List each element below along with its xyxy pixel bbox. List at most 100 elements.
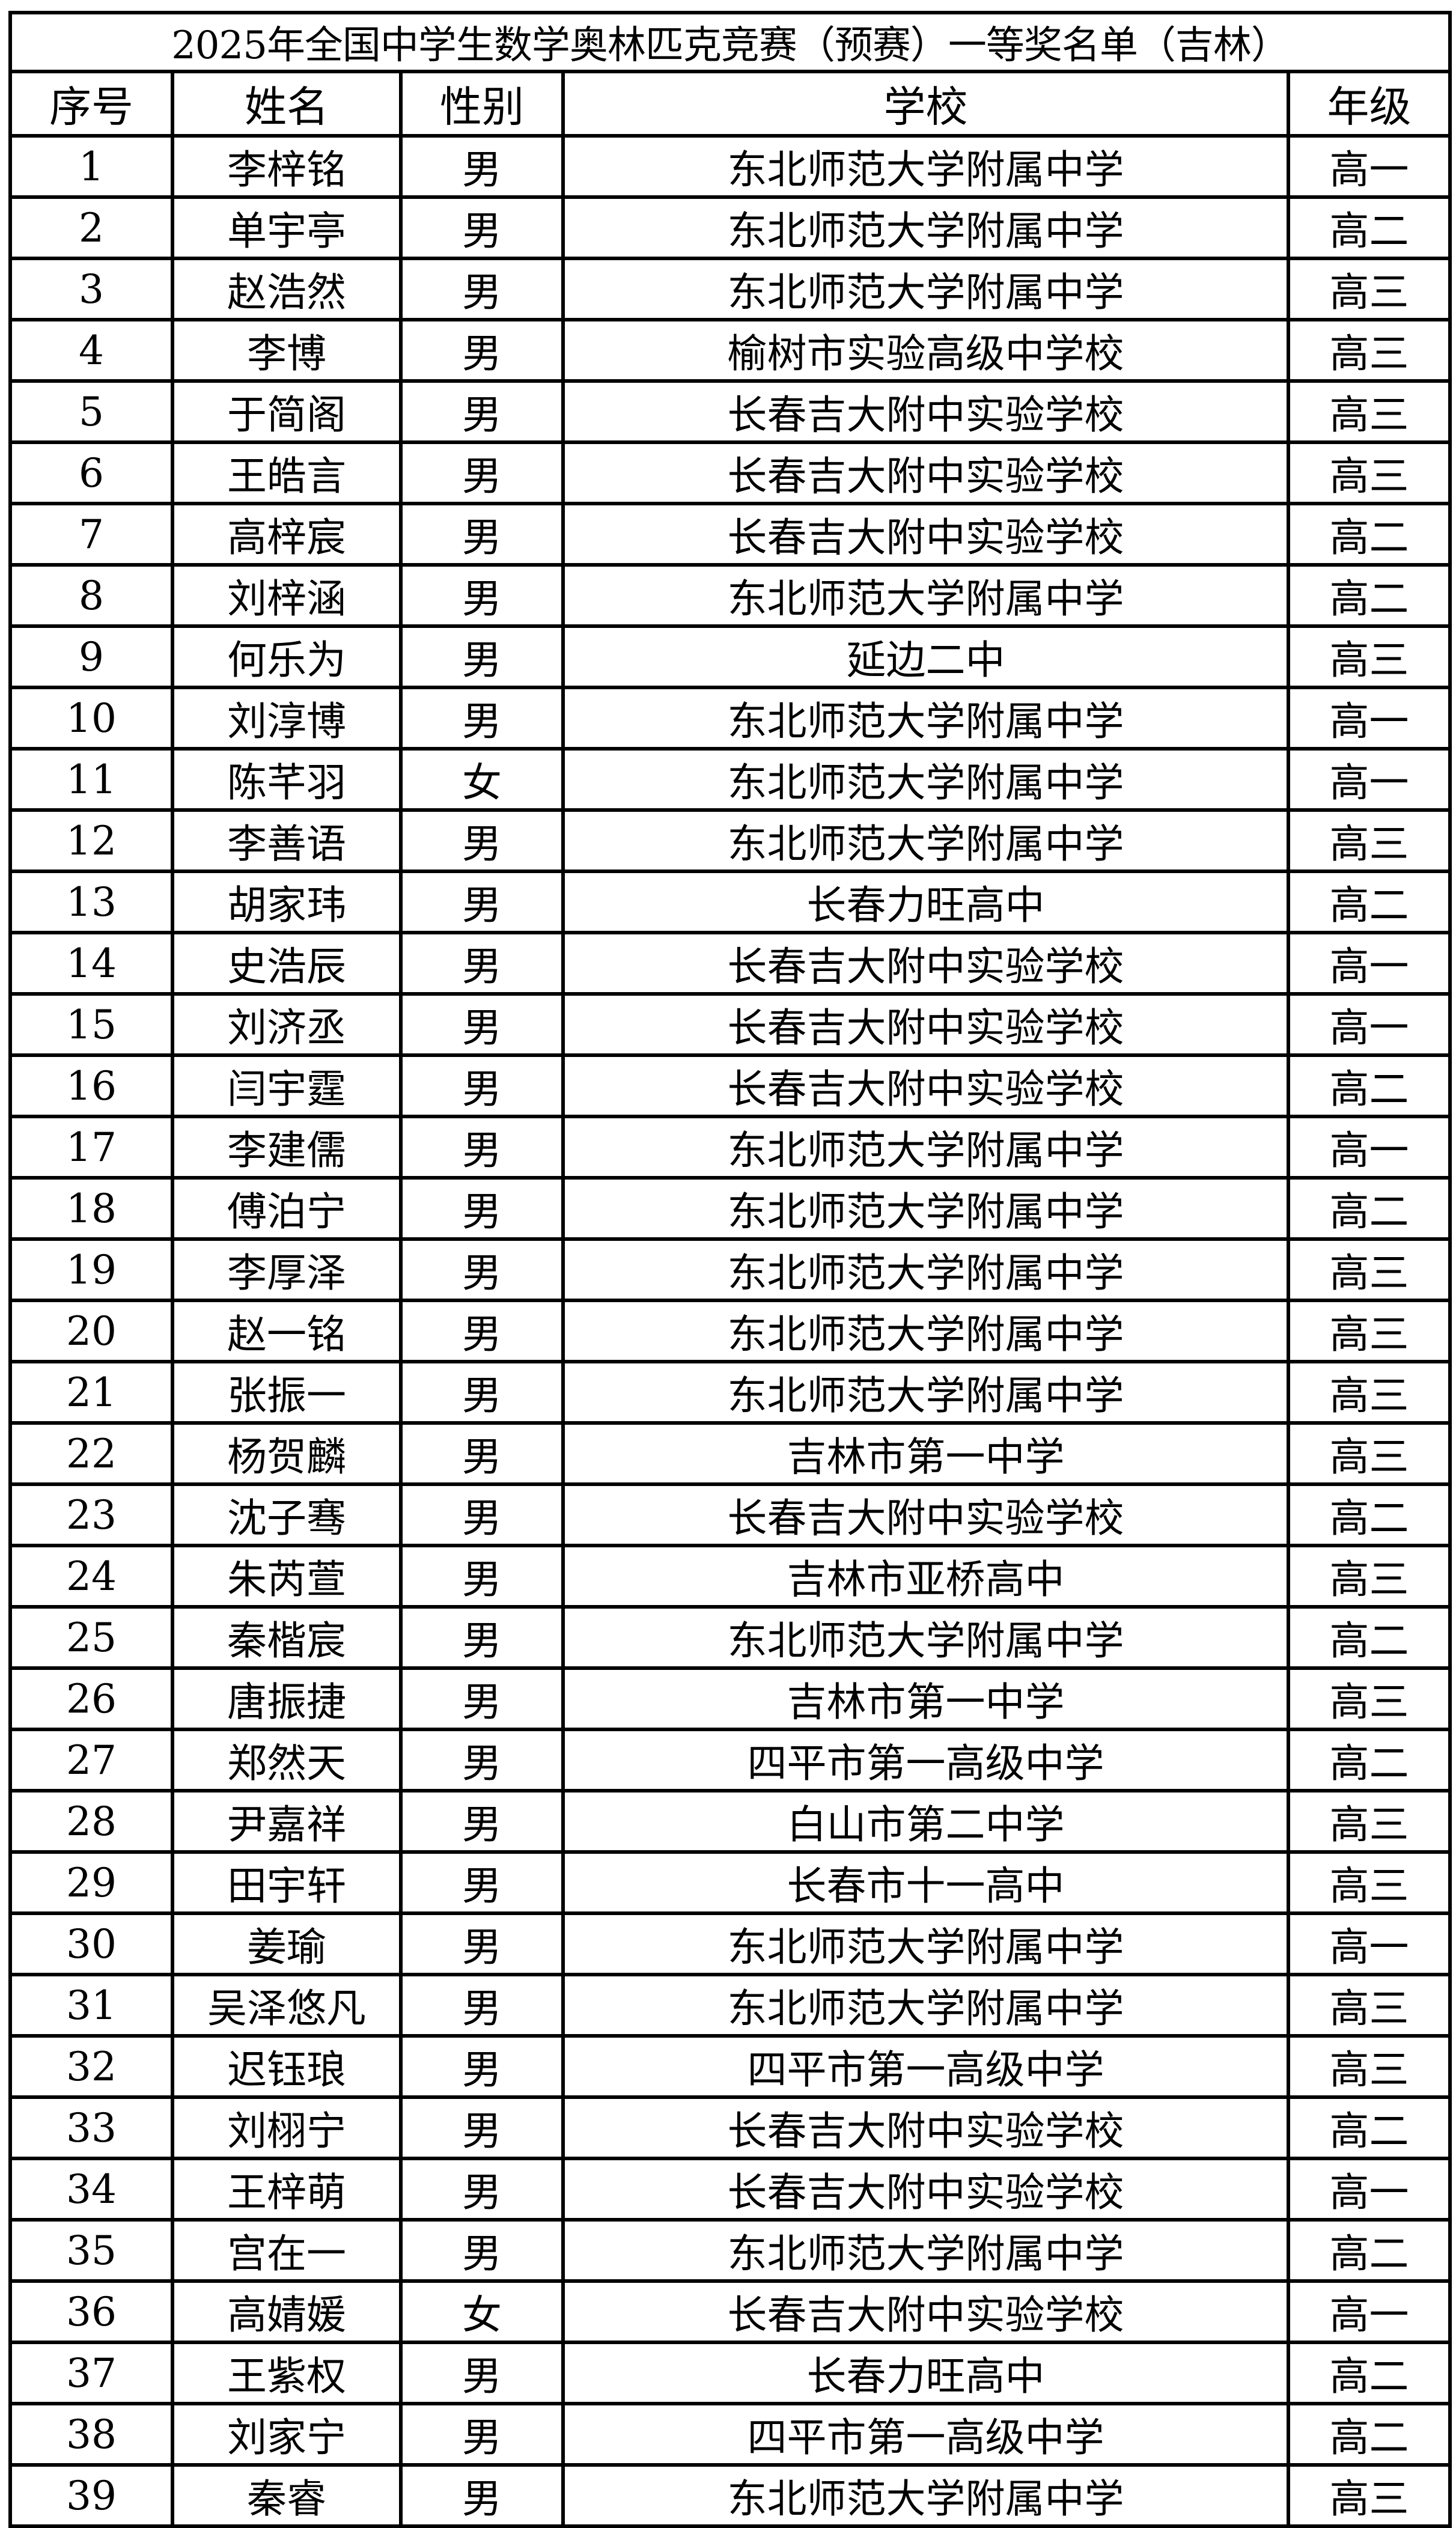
cell-school: 东北师范大学附属中学 xyxy=(561,1176,1290,1241)
table-row: 8 刘梓涵男东北师范大学附属中学 高二 xyxy=(8,563,1452,628)
table-row: 29 田宇轩男长春市十一高中 高三 xyxy=(8,1850,1452,1915)
cell-school: 四平市第一高级中学 xyxy=(561,1728,1290,1792)
cell-gender: 男 xyxy=(399,1053,565,1118)
cell-name: 何乐为 xyxy=(171,624,403,689)
table-row: 22 杨贺麟男吉林市第一中学 高三 xyxy=(8,1421,1452,1486)
page-title: 2025年全国中学生数学奥林匹克竞赛（预赛）一等奖名单（吉林） xyxy=(8,11,1452,73)
cell-school: 长春市十一高中 xyxy=(561,1850,1290,1915)
cell-gender: 男 xyxy=(399,563,565,628)
cell-gender: 男 xyxy=(399,502,565,567)
cell-name: 尹嘉祥 xyxy=(171,1789,403,1854)
cell-gender: 男 xyxy=(399,440,565,505)
header-row: 序号 姓名 性别 学校 年级 xyxy=(8,70,1452,138)
table-row: 23 沈子骞男长春吉大附中实验学校 高二 xyxy=(8,1482,1452,1547)
cell-school: 吉林市亚桥高中 xyxy=(561,1544,1290,1609)
table-row: 10 刘淳博男东北师范大学附属中学 高一 xyxy=(8,686,1452,751)
cell-gender: 男 xyxy=(399,870,565,934)
cell-grade: 高三 xyxy=(1286,257,1452,321)
cell-school: 东北师范大学附属中学 xyxy=(561,195,1290,260)
cell-index: 30 xyxy=(8,1911,174,1976)
cell-school: 东北师范大学附属中学 xyxy=(561,747,1290,812)
cell-name: 李善语 xyxy=(171,808,403,873)
cell-grade: 高一 xyxy=(1286,747,1452,812)
cell-name: 刘济丞 xyxy=(171,992,403,1057)
cell-grade: 高三 xyxy=(1286,1789,1452,1854)
cell-gender: 男 xyxy=(399,1605,565,1670)
cell-index: 36 xyxy=(8,2279,174,2344)
cell-school: 东北师范大学附属中学 xyxy=(561,1115,1290,1180)
table-row: 1 李梓铭男东北师范大学附属中学 高一 xyxy=(8,134,1452,199)
table-row: 21 张振一男东北师范大学附属中学 高三 xyxy=(8,1360,1452,1425)
cell-gender: 男 xyxy=(399,2463,565,2528)
cell-grade: 高一 xyxy=(1286,686,1452,751)
cell-gender: 男 xyxy=(399,1789,565,1854)
cell-gender: 男 xyxy=(399,1728,565,1792)
cell-grade: 高一 xyxy=(1286,2157,1452,2222)
cell-gender: 男 xyxy=(399,1973,565,2038)
cell-name: 秦楷宸 xyxy=(171,1605,403,1670)
cell-index: 15 xyxy=(8,992,174,1057)
cell-school: 东北师范大学附属中学 xyxy=(561,1237,1290,1302)
cell-index: 19 xyxy=(8,1237,174,1302)
cell-name: 唐振捷 xyxy=(171,1666,403,1731)
cell-school: 延边二中 xyxy=(561,624,1290,689)
cell-name: 赵浩然 xyxy=(171,257,403,321)
cell-grade: 高一 xyxy=(1286,931,1452,996)
cell-name: 李梓铭 xyxy=(171,134,403,199)
table-row: 39 秦睿男东北师范大学附属中学 高三 xyxy=(8,2463,1452,2528)
cell-index: 3 xyxy=(8,257,174,321)
cell-gender: 男 xyxy=(399,1666,565,1731)
cell-school: 东北师范大学附属中学 xyxy=(561,2463,1290,2528)
table-row: 4 李博男榆树市实验高级中学校 高三 xyxy=(8,318,1452,383)
cell-grade: 高二 xyxy=(1286,2218,1452,2283)
cell-index: 28 xyxy=(8,1789,174,1854)
cell-index: 5 xyxy=(8,379,174,444)
cell-school: 东北师范大学附属中学 xyxy=(561,134,1290,199)
cell-grade: 高三 xyxy=(1286,1360,1452,1425)
cell-school: 吉林市第一中学 xyxy=(561,1666,1290,1731)
cell-grade: 高三 xyxy=(1286,1666,1452,1731)
cell-school: 白山市第二中学 xyxy=(561,1789,1290,1854)
column-header-grade: 年级 xyxy=(1286,70,1452,138)
cell-index: 32 xyxy=(8,2034,174,2099)
cell-gender: 男 xyxy=(399,1544,565,1609)
cell-school: 东北师范大学附属中学 xyxy=(561,808,1290,873)
cell-gender: 男 xyxy=(399,1911,565,1976)
cell-gender: 男 xyxy=(399,134,565,199)
cell-school: 东北师范大学附属中学 xyxy=(561,563,1290,628)
table-row: 2 单宇亭男东北师范大学附属中学 高二 xyxy=(8,195,1452,260)
cell-grade: 高二 xyxy=(1286,2095,1452,2160)
cell-gender: 男 xyxy=(399,686,565,751)
cell-grade: 高一 xyxy=(1286,1115,1452,1180)
table-row: 19 李厚泽男东北师范大学附属中学 高三 xyxy=(8,1237,1452,1302)
cell-name: 沈子骞 xyxy=(171,1482,403,1547)
cell-gender: 男 xyxy=(399,931,565,996)
table-row: 15 刘济丞男长春吉大附中实验学校 高一 xyxy=(8,992,1452,1057)
cell-school: 东北师范大学附属中学 xyxy=(561,257,1290,321)
cell-name: 田宇轩 xyxy=(171,1850,403,1915)
cell-index: 1 xyxy=(8,134,174,199)
table-row: 20 赵一铭男东北师范大学附属中学 高三 xyxy=(8,1299,1452,1363)
cell-grade: 高二 xyxy=(1286,1605,1452,1670)
cell-school: 长春吉大附中实验学校 xyxy=(561,992,1290,1057)
cell-name: 刘梓涵 xyxy=(171,563,403,628)
table-row: 34 王梓萌男长春吉大附中实验学校 高一 xyxy=(8,2157,1452,2222)
cell-name: 刘淳博 xyxy=(171,686,403,751)
column-header-index: 序号 xyxy=(8,70,174,138)
cell-grade: 高一 xyxy=(1286,992,1452,1057)
table-row: 6 王皓言男长春吉大附中实验学校 高三 xyxy=(8,440,1452,505)
cell-grade: 高二 xyxy=(1286,502,1452,567)
table-row: 26 唐振捷男吉林市第一中学 高三 xyxy=(8,1666,1452,1731)
cell-name: 杨贺麟 xyxy=(171,1421,403,1486)
cell-grade: 高三 xyxy=(1286,2463,1452,2528)
cell-name: 于简阁 xyxy=(171,379,403,444)
cell-grade: 高三 xyxy=(1286,440,1452,505)
cell-index: 20 xyxy=(8,1299,174,1363)
cell-name: 吴泽悠凡 xyxy=(171,1973,403,2038)
cell-index: 16 xyxy=(8,1053,174,1118)
cell-index: 39 xyxy=(8,2463,174,2528)
cell-name: 史浩辰 xyxy=(171,931,403,996)
cell-school: 长春吉大附中实验学校 xyxy=(561,440,1290,505)
table-row: 12 李善语男东北师范大学附属中学 高三 xyxy=(8,808,1452,873)
cell-name: 闫宇霆 xyxy=(171,1053,403,1118)
